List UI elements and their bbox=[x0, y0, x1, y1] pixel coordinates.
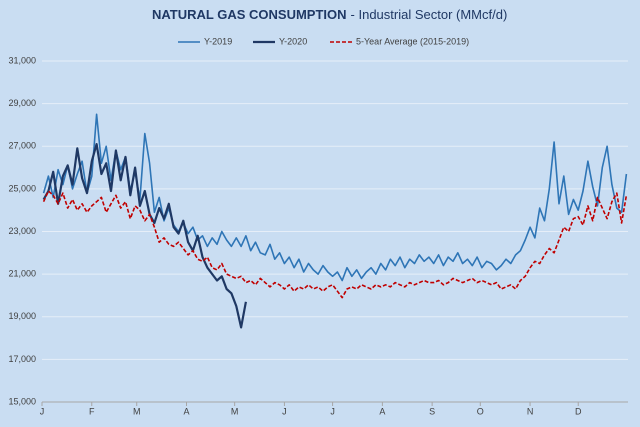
y-tick-label: 23,000 bbox=[8, 226, 36, 236]
title-main: NATURAL GAS CONSUMPTION bbox=[152, 7, 347, 22]
legend-label: Y-2020 bbox=[279, 36, 307, 46]
title-sub: - Industrial Sector (MMcf/d) bbox=[351, 7, 508, 22]
series-line bbox=[42, 113, 628, 282]
x-tick-label: J bbox=[330, 406, 335, 416]
series-line bbox=[42, 143, 247, 329]
x-tick-label: O bbox=[477, 406, 484, 416]
series-line bbox=[42, 190, 628, 299]
chart-title: NATURAL GAS CONSUMPTION - Industrial Sect… bbox=[152, 7, 507, 22]
y-tick-label: 27,000 bbox=[8, 141, 36, 151]
x-tick-label: S bbox=[429, 406, 435, 416]
y-tick-label: 31,000 bbox=[8, 55, 36, 65]
legend-label: Y-2019 bbox=[204, 36, 232, 46]
y-tick-label: 17,000 bbox=[8, 354, 36, 364]
x-tick-label: F bbox=[89, 406, 95, 416]
x-tick-label: M bbox=[231, 406, 239, 416]
x-tick-label: A bbox=[379, 406, 385, 416]
x-tick-label: A bbox=[183, 406, 189, 416]
x-tick-label: J bbox=[40, 406, 45, 416]
x-tick-label: N bbox=[527, 406, 534, 416]
y-tick-label: 19,000 bbox=[8, 311, 36, 321]
x-tick-label: M bbox=[133, 406, 141, 416]
x-tick-label: D bbox=[575, 406, 582, 416]
y-tick-label: 21,000 bbox=[8, 269, 36, 279]
y-tick-label: 15,000 bbox=[8, 396, 36, 406]
y-tick-label: 29,000 bbox=[8, 98, 36, 108]
y-tick-label: 25,000 bbox=[8, 183, 36, 193]
x-tick-label: J bbox=[282, 406, 287, 416]
legend-label: 5-Year Average (2015-2019) bbox=[356, 36, 469, 46]
